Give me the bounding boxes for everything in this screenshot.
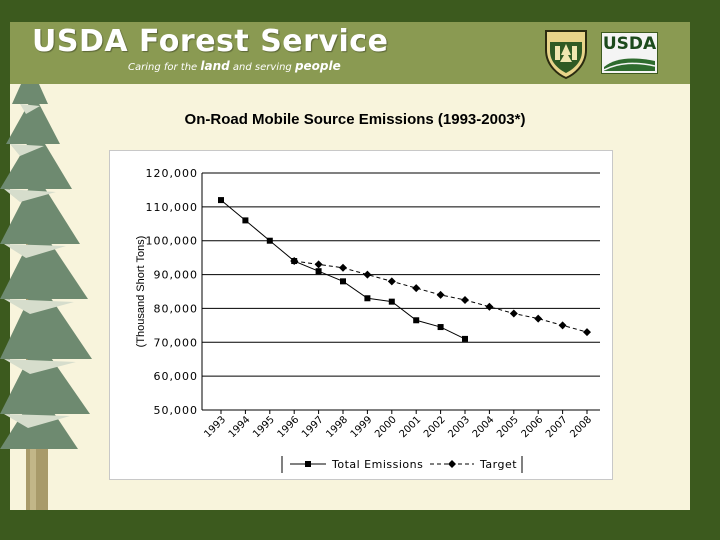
- y-tick-label: 100,000: [146, 235, 199, 248]
- x-tick-label: 1999: [349, 414, 375, 440]
- forest-service-shield-logo: [545, 30, 587, 80]
- x-tick-label: 2003: [446, 414, 472, 440]
- data-point-series-1: [340, 278, 346, 285]
- data-point-series-1: [364, 295, 371, 302]
- data-point-series-2: [363, 270, 372, 279]
- data-point-series-2: [534, 314, 543, 323]
- usda-logo: USDA: [601, 32, 658, 74]
- usda-fields-icon: [604, 58, 655, 71]
- y-tick-label: 60,000: [154, 370, 199, 383]
- x-tick-label: 1998: [324, 414, 350, 440]
- data-point-series-2: [387, 277, 396, 286]
- y-tick-label: 120,000: [146, 167, 199, 180]
- line-chart: 50,000 60,000 70,000 80,000 90,000 100,000 110…: [135, 167, 600, 473]
- x-tick-label: 2001: [398, 414, 424, 440]
- legend-label-total: Total Emissions: [331, 458, 423, 471]
- x-tick-label: 1996: [276, 414, 302, 440]
- x-tick-label: 2005: [495, 414, 521, 440]
- data-point-series-2: [509, 309, 518, 318]
- legend-marker-total: [305, 461, 311, 467]
- x-tick-label: 2006: [520, 414, 546, 440]
- data-point-series-2: [290, 257, 299, 266]
- brand-tagline: Caring for the land and serving people: [128, 59, 341, 73]
- x-tick-label: 1997: [300, 414, 326, 440]
- data-point-series-1: [413, 317, 420, 324]
- data-point-series-1: [462, 335, 468, 342]
- x-tick-label: 1995: [251, 414, 277, 440]
- y-axis-label: (Thousand Short Tons): [135, 236, 147, 348]
- legend-marker-target: [448, 460, 456, 468]
- x-tick-label: 2004: [471, 414, 497, 440]
- y-tick-label: 50,000: [154, 404, 199, 417]
- x-tick-label: 1994: [227, 414, 253, 440]
- data-point-series-2: [339, 263, 347, 272]
- chart-title: On-Road Mobile Source Emissions (1993-20…: [184, 111, 526, 128]
- chart-area: 50,000 60,000 70,000 80,000 90,000 100,000 110…: [109, 150, 613, 480]
- x-tick-label: 2002: [422, 414, 448, 440]
- tagline-part-3: and serving: [229, 62, 295, 73]
- y-tick-label: 90,000: [154, 269, 199, 282]
- x-tick-label: 2008: [568, 414, 594, 440]
- x-tick-label: 1993: [202, 414, 228, 440]
- y-tick-label: 70,000: [154, 336, 199, 349]
- usda-logo-text: USDA: [602, 34, 657, 54]
- tagline-part-4: people: [294, 59, 341, 73]
- data-point-series-2: [436, 290, 445, 299]
- data-point-series-2: [412, 284, 421, 293]
- pine-tree-icon: [0, 84, 92, 510]
- data-point-series-1: [388, 298, 395, 305]
- x-tick-label: 2007: [544, 414, 570, 440]
- data-point-series-2: [485, 302, 494, 311]
- x-tick-label: 2000: [373, 414, 399, 440]
- legend-label-target: Target: [479, 458, 517, 471]
- y-tick-label: 110,000: [146, 201, 199, 214]
- data-point-series-2: [558, 321, 567, 330]
- data-point-series-2: [314, 260, 323, 269]
- data-point-series-1: [218, 197, 224, 204]
- data-point-series-1: [266, 237, 273, 244]
- data-point-series-1: [437, 324, 444, 331]
- data-point-series-2: [461, 295, 469, 304]
- data-point-series-1: [315, 268, 322, 275]
- tagline-part-2: land: [200, 59, 230, 73]
- data-point-series-2: [583, 328, 591, 337]
- brand-title: USDA Forest Service: [32, 24, 389, 59]
- y-tick-label: 80,000: [154, 302, 199, 315]
- data-point-series-1: [242, 217, 249, 224]
- tagline-part-1: Caring for the: [128, 62, 201, 73]
